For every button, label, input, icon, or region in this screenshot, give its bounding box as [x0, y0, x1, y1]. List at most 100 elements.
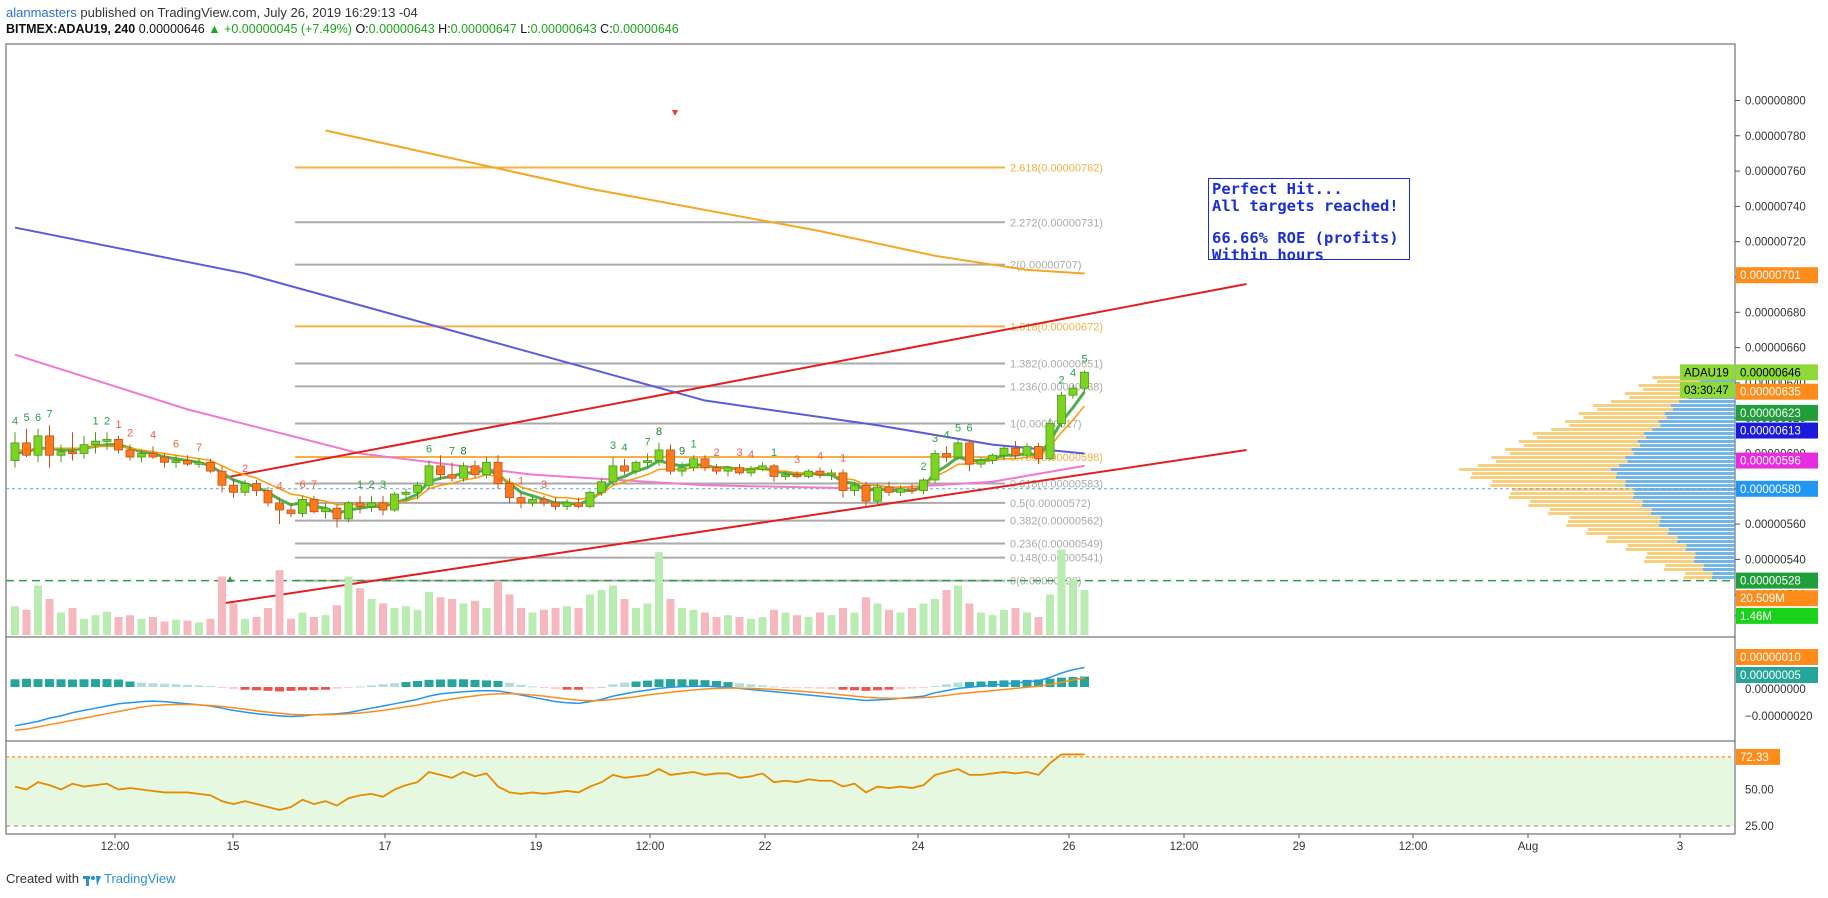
- candle-body: [873, 486, 882, 502]
- volume-bar: [816, 612, 824, 635]
- price-tag-bg: [1736, 383, 1818, 400]
- td-count-label: 9: [679, 445, 685, 457]
- low-label: L:: [520, 22, 531, 36]
- volume-profile-bar-buy: [1643, 388, 1694, 391]
- candle-body: [45, 435, 54, 456]
- volume-bars: [11, 549, 1089, 635]
- footer-brand[interactable]: TradingView: [104, 871, 176, 886]
- macd-histogram-bar: [827, 687, 836, 689]
- volume-bar: [574, 608, 583, 635]
- td-count-label: 7: [644, 436, 650, 448]
- volume-profile-bar-sell: [1610, 468, 1735, 471]
- td-count-label: 4: [817, 451, 823, 463]
- price-tag-label: 0.00000528: [1740, 576, 1801, 588]
- td-count-label: 3: [932, 433, 938, 445]
- candle-body: [1057, 394, 1066, 424]
- candle-body: [286, 509, 296, 514]
- volume-profile-bar-sell: [1699, 380, 1735, 383]
- macd-histogram-bar: [183, 684, 192, 687]
- volume-bar: [793, 615, 801, 635]
- td-count-label: 4: [748, 449, 754, 461]
- volume-profile-bar-sell: [1660, 424, 1735, 427]
- macd-histogram-bar: [677, 679, 687, 687]
- channel-line: [221, 448, 1247, 605]
- low-value: 0.00000643: [530, 22, 597, 36]
- candle-body: [1011, 447, 1020, 456]
- candle-body: [620, 465, 629, 472]
- volume-bar: [919, 603, 928, 635]
- macd-histogram-bar: [907, 687, 917, 689]
- price-tag-bg: [1736, 480, 1818, 497]
- volume-profile: [1459, 376, 1735, 579]
- candle-body: [309, 498, 319, 513]
- volume-profile-bar-sell: [1660, 516, 1735, 519]
- volume-bar: [1069, 579, 1077, 635]
- volume-bar: [540, 609, 548, 635]
- volume-profile-bar-sell: [1686, 544, 1735, 547]
- rsi-line: [14, 753, 1085, 811]
- td-count-label: 7: [46, 408, 52, 420]
- x-axis-tick-label: 12:00: [636, 841, 665, 853]
- rsi-tag-label: 72.33: [1740, 752, 1769, 764]
- candle-body: [551, 502, 560, 507]
- td-count-label: 1: [690, 438, 696, 450]
- macd-tag-label: 0.00000005: [1740, 670, 1801, 682]
- candle-body: [1068, 387, 1078, 396]
- y-axis-tick-label: 0.00000540: [1745, 554, 1806, 566]
- fib-level-label: 0.236(0.00000549): [1010, 539, 1103, 551]
- symbol-label[interactable]: BITMEX:ADAU19, 240: [6, 22, 136, 36]
- volume-bar: [103, 611, 111, 635]
- td-count-label: 6: [966, 422, 972, 434]
- annotation-box[interactable]: Perfect Hit... All targets reached! 66.6…: [1208, 178, 1410, 263]
- candle-body: [516, 497, 526, 504]
- candle-body: [999, 447, 1009, 456]
- macd-histogram-bar: [539, 687, 549, 689]
- td-count-label: 1: [840, 452, 846, 464]
- candle-body: [114, 438, 123, 451]
- volume-bar: [459, 603, 468, 635]
- rsi-band-fill: [7, 756, 1734, 826]
- macd-histogram-bar: [102, 679, 112, 687]
- volume-profile-bar-sell: [1668, 532, 1735, 535]
- macd-histogram-bar: [505, 682, 514, 687]
- volume-profile-bar-sell: [1644, 432, 1735, 435]
- y-axis-tick-label: 0.00000720: [1745, 237, 1806, 249]
- volume-profile-bar-buy: [1519, 440, 1638, 443]
- candle-body: [413, 484, 422, 493]
- td-count-label: 6: [426, 444, 432, 456]
- candle-body: [148, 453, 158, 458]
- candle-body: [390, 493, 399, 511]
- volume-bar: [494, 581, 502, 635]
- macd-histogram-bar: [344, 687, 353, 688]
- annotation-line-1: Perfect Hit...: [1212, 180, 1343, 198]
- volume-profile-bar-sell: [1694, 560, 1735, 563]
- volume-bar: [114, 617, 123, 635]
- volume-profile-bar-buy: [1647, 552, 1696, 555]
- candle-body: [378, 502, 388, 511]
- volume-bar: [1023, 612, 1031, 635]
- tradingview-logo-icon: [82, 874, 101, 886]
- volume-bar: [1057, 549, 1066, 635]
- macd-histogram-bar: [470, 679, 480, 687]
- candle-body: [597, 481, 606, 493]
- volume-profile-bar-buy: [1592, 404, 1671, 407]
- volume-bar: [1011, 608, 1020, 635]
- author-link[interactable]: alanmasters: [6, 5, 77, 20]
- macd-histogram-bar: [424, 679, 434, 687]
- macd-histogram-bar: [22, 678, 31, 687]
- x-axis-tick-label: 29: [1293, 841, 1306, 853]
- candle-body: [252, 483, 261, 491]
- candle-body: [781, 474, 790, 478]
- macd-histogram-bar: [758, 685, 767, 687]
- td-count-label: 4: [621, 442, 627, 454]
- ema-line: [14, 390, 1086, 516]
- macd-histogram-bar: [873, 687, 882, 691]
- volume-profile-bar-sell: [1694, 556, 1735, 559]
- volume-bar: [896, 612, 905, 635]
- candle-body: [838, 472, 848, 491]
- volume-profile-bar-sell: [1659, 524, 1735, 527]
- td-count-label: 3: [794, 454, 800, 466]
- macd-histogram-bar: [447, 679, 457, 687]
- macd-histogram-bar: [275, 687, 284, 692]
